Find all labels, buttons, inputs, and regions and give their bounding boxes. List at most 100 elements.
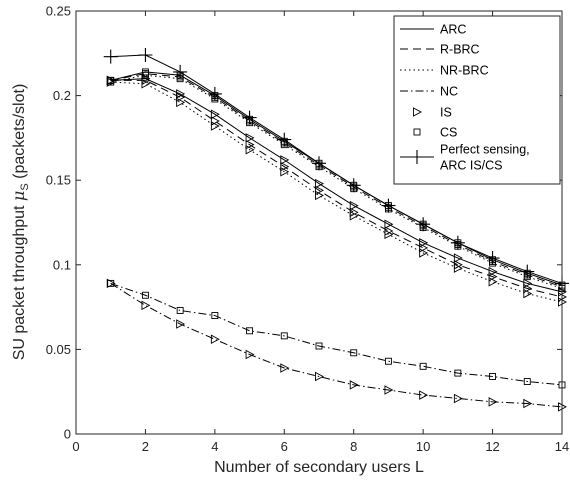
legend: ARC R-BRC NR-BRC NC IS CS Perfect sensing, ARC … xyxy=(393,15,561,185)
series-line-arc-is xyxy=(110,78,563,293)
x-axis-label: Number of secondary users L xyxy=(214,459,424,476)
x-axis-ticks: 0 2 4 6 8 10 12 14 xyxy=(72,11,569,454)
legend-label: ARC xyxy=(440,23,466,37)
data-point-r-brc-is xyxy=(176,92,186,103)
data-point-perfect-sensing-arc-is-cs xyxy=(485,251,500,266)
series-line-nc-is xyxy=(110,282,563,408)
data-point-nc-cs xyxy=(107,279,115,287)
data-point-arc-is xyxy=(419,238,429,248)
data-point-r-brc-is xyxy=(245,139,255,150)
data-point-nc-is xyxy=(315,371,324,382)
data-point-nr-brc-is xyxy=(141,79,151,89)
legend-marker xyxy=(410,150,424,164)
x-tick-label: 4 xyxy=(211,439,218,454)
data-point-r-brc-is xyxy=(488,271,498,282)
series-layer xyxy=(103,47,569,412)
x-tick-label: 12 xyxy=(485,439,499,454)
y-axis-label: SU packet throughput μS (packets/slot) xyxy=(9,84,31,361)
data-point-nc-is xyxy=(419,390,429,400)
data-point-arc-is xyxy=(384,219,394,229)
data-point-nr-brc-is xyxy=(315,190,324,201)
data-point-nc-is xyxy=(141,300,151,311)
data-point-nc-is xyxy=(245,349,255,360)
data-point-nc-is xyxy=(488,397,498,407)
legend-entry: CS xyxy=(413,126,457,140)
y-axis-label-suffix: (packets/slot) xyxy=(11,84,28,184)
legend-entry: ARC xyxy=(400,23,466,37)
data-point-arc-is xyxy=(280,155,290,165)
data-point-nc-is xyxy=(176,319,186,329)
data-point-nc-is xyxy=(384,385,394,395)
data-point-perfect-sensing-arc-is-cs xyxy=(312,156,326,171)
data-point-arc-is xyxy=(488,266,498,277)
legend-label: NR-BRC xyxy=(440,64,489,78)
data-point-perfect-sensing-arc-is-cs xyxy=(416,217,431,232)
series-nc-is xyxy=(106,278,567,412)
data-point-nr-brc-is xyxy=(349,210,359,221)
data-point-perfect-sensing-arc-is-cs xyxy=(173,64,188,79)
data-point-nr-brc-is xyxy=(419,248,429,258)
legend-box xyxy=(393,15,561,185)
data-point-perfect-sensing-arc-is-cs xyxy=(207,86,222,101)
data-point-r-brc-is xyxy=(419,243,429,253)
data-point-perfect-sensing-arc-is-cs xyxy=(520,264,535,279)
legend-entry: NC xyxy=(400,85,458,99)
y-axis-label-subscript: S xyxy=(19,183,31,190)
y-tick-label: 0.05 xyxy=(46,342,71,357)
legend-entry: R-BRC xyxy=(400,43,480,57)
y-tick-label: 0 xyxy=(64,427,71,442)
data-point-nc-cs xyxy=(211,312,219,320)
data-point-nc-cs xyxy=(350,349,358,357)
data-point-nc-is xyxy=(280,363,290,373)
x-tick-label: 10 xyxy=(416,439,430,454)
legend-entry: Perfect sensing, ARC IS/CS xyxy=(400,143,530,173)
data-point-perfect-sensing-arc-is-cs xyxy=(277,132,292,147)
data-point-nc-cs xyxy=(384,357,392,365)
series-line-r-brc-is xyxy=(110,79,563,298)
data-point-nc-cs xyxy=(176,307,184,314)
series-line-perfect-sensing-arc-is-cs xyxy=(110,54,563,284)
data-point-r-brc-is xyxy=(523,283,533,294)
series-perfect-sensing-arc-is-cs xyxy=(103,47,569,291)
data-point-r-brc-is xyxy=(315,185,324,196)
series-line-nr-brc-is xyxy=(110,81,563,303)
legend-label: NC xyxy=(440,85,458,99)
data-point-nc-cs xyxy=(141,291,149,299)
data-point-perfect-sensing-arc-is-cs xyxy=(138,47,153,62)
y-tick-label: 0.2 xyxy=(53,88,71,103)
data-point-nc-cs xyxy=(246,327,254,335)
data-point-nc-is xyxy=(210,334,220,344)
data-point-nc-cs xyxy=(280,332,288,340)
data-point-nr-brc-is xyxy=(384,229,394,240)
series-nr-brc-is xyxy=(106,77,567,307)
data-point-nc-is xyxy=(106,278,116,289)
data-point-arc-is xyxy=(210,109,220,119)
data-point-r-brc-is xyxy=(280,161,290,172)
data-point-arc-is xyxy=(523,278,533,289)
data-point-arc-is xyxy=(349,200,359,211)
data-point-nr-brc-is xyxy=(106,77,116,87)
data-point-perfect-sensing-arc-is-cs xyxy=(381,198,396,213)
plot-frame xyxy=(75,10,563,435)
x-tick-label: 2 xyxy=(142,439,149,454)
data-point-nc-is xyxy=(349,380,359,390)
data-point-nr-brc-is xyxy=(210,121,220,131)
data-point-nc-is xyxy=(523,398,533,409)
data-point-nr-brc-is xyxy=(245,144,255,155)
data-point-perfect-sensing-arc-is-cs xyxy=(346,178,361,193)
series-line-nc-cs xyxy=(110,282,563,386)
x-tick-label: 0 xyxy=(72,439,79,454)
legend-marker xyxy=(413,107,422,117)
y-tick-label: 0.15 xyxy=(46,173,71,188)
legend-label: Perfect sensing, xyxy=(440,143,530,157)
data-point-r-brc-is xyxy=(210,116,220,126)
data-point-perfect-sensing-arc-is-cs xyxy=(103,49,118,64)
legend-label: R-BRC xyxy=(440,43,480,57)
y-axis-label-mu: μ xyxy=(9,191,28,201)
x-tick-label: 6 xyxy=(281,439,288,454)
legend-label: IS xyxy=(440,106,452,120)
y-tick-label: 0.25 xyxy=(46,4,71,19)
legend-entry: IS xyxy=(413,106,452,120)
data-point-perfect-sensing-arc-is-cs xyxy=(450,235,465,250)
data-point-arc-is xyxy=(315,178,324,189)
